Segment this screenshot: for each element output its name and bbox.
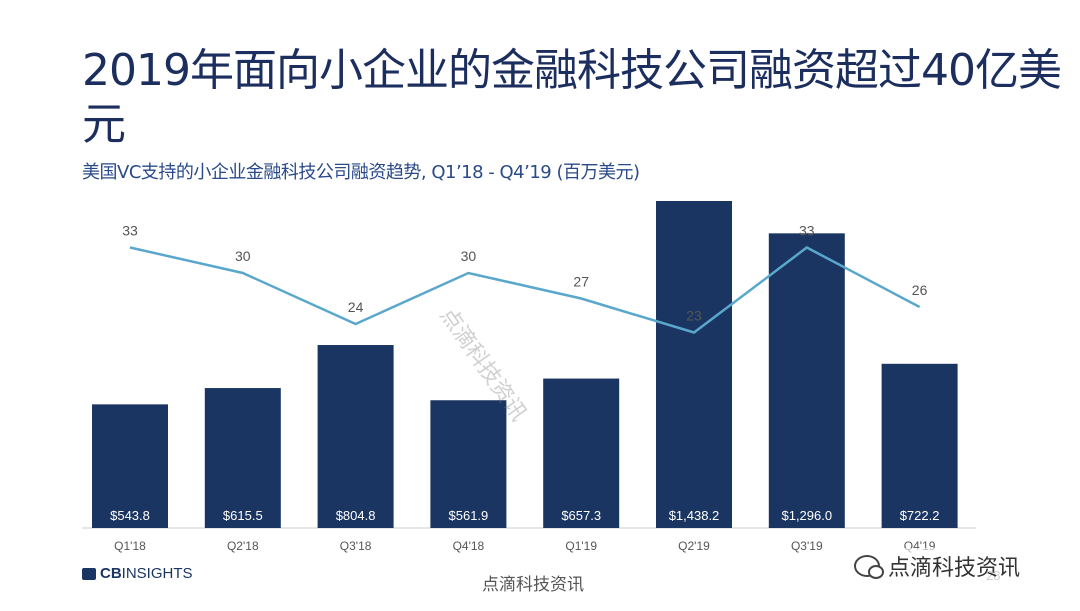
- bar: [881, 363, 958, 528]
- line-data-label: 30: [235, 248, 251, 264]
- x-tick-label: Q1'18: [114, 539, 146, 553]
- bar: [768, 233, 845, 528]
- bar-data-label: $1,438.2: [669, 508, 720, 523]
- bar: [430, 400, 507, 528]
- logo-prefix: CB: [100, 565, 122, 582]
- bar: [92, 404, 168, 528]
- wechat-overlay: 点滴科技资讯: [848, 548, 1027, 584]
- x-tick-label: Q1'19: [565, 539, 597, 553]
- x-tick-label: Q4'18: [453, 539, 485, 553]
- x-tick-label: Q2'19: [678, 539, 710, 553]
- line-data-label: 26: [912, 282, 928, 298]
- x-tick-label: Q2'18: [227, 539, 259, 553]
- x-tick-label: Q3'18: [340, 539, 372, 553]
- cbinsights-logo-icon: [82, 567, 96, 580]
- bar-data-label: $722.2: [900, 508, 940, 523]
- line-data-label: 23: [686, 308, 702, 324]
- bar-data-label: $804.8: [336, 508, 376, 523]
- line-series: [129, 246, 921, 334]
- bar: [656, 201, 732, 528]
- bar: [317, 345, 394, 528]
- bar: [204, 388, 281, 528]
- bar-data-label: $543.8: [110, 508, 150, 523]
- line-data-label: 30: [461, 248, 477, 264]
- wechat-overlay-label: 点滴科技资讯: [888, 556, 1021, 581]
- logo-suffix: INSIGHTS: [121, 565, 193, 582]
- wechat-icon: [854, 555, 884, 579]
- line-data-label: 33: [122, 223, 138, 239]
- bar-data-label: $615.5: [223, 508, 263, 523]
- chart-subtitle: 美国VC支持的小企业金融科技公司融资趋势, Q1’18 - Q4’19 (百万美…: [82, 162, 640, 183]
- cbinsights-logo: CB INSIGHTS: [82, 565, 193, 582]
- bar: [543, 378, 620, 528]
- line-data-label: 33: [799, 223, 815, 239]
- bar-data-label: $1,296.0: [781, 508, 832, 523]
- footer-source: 点滴科技资讯: [482, 575, 584, 594]
- bar-data-label: $657.3: [561, 508, 601, 523]
- x-tick-label: Q3'19: [791, 539, 823, 553]
- slide-title: 2019年面向小企业的金融科技公司融资超过40亿美元: [82, 45, 1062, 150]
- bar-data-label: $561.9: [449, 508, 489, 523]
- line-data-label: 24: [348, 299, 364, 315]
- line-data-label: 27: [573, 274, 589, 290]
